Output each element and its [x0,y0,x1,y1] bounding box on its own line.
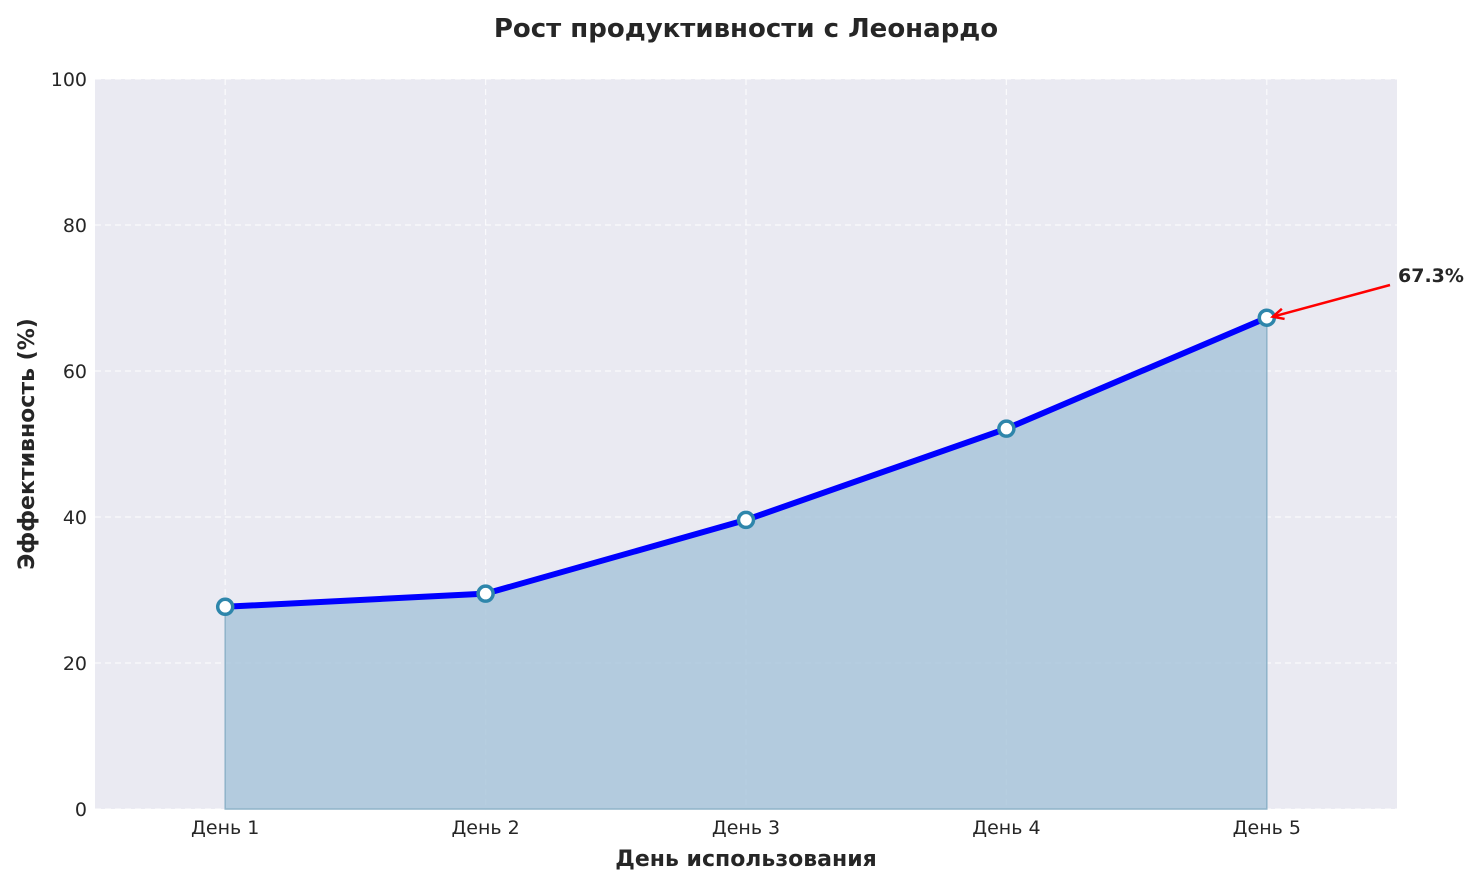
y-axis-ticks: 0 20 40 60 80 100 [51,69,87,821]
markers [215,308,1277,617]
x-tick-label: День 1 [191,817,259,839]
y-tick-label: 80 [63,215,87,237]
data-point-marker [997,419,1016,438]
x-tick-label: День 3 [712,817,780,839]
y-tick-label: 40 [63,507,87,529]
data-point-marker [736,510,756,530]
x-tick-label: День 2 [451,817,519,839]
y-tick-label: 20 [63,653,87,675]
y-tick-label: 60 [63,361,87,383]
annotation-arrowhead [1270,307,1285,321]
annotation: 67.3% [1270,265,1464,321]
annotation-label: 67.3% [1398,265,1464,287]
x-axis-label: День использования [615,847,877,872]
x-tick-label: День 4 [972,817,1040,839]
annotation-arrow [1272,283,1391,318]
data-point-marker [215,597,235,617]
y-tick-label: 100 [51,69,87,91]
y-tick-label: 0 [75,799,87,821]
x-axis-ticks: День 1 День 2 День 3 День 4 День 5 [191,817,1301,839]
chart-title: Рост продуктивности с Леонардо [494,14,998,44]
y-axis-label: Эффективность (%) [15,318,40,570]
x-tick-label: День 5 [1233,817,1301,839]
data-point-marker [476,584,495,603]
